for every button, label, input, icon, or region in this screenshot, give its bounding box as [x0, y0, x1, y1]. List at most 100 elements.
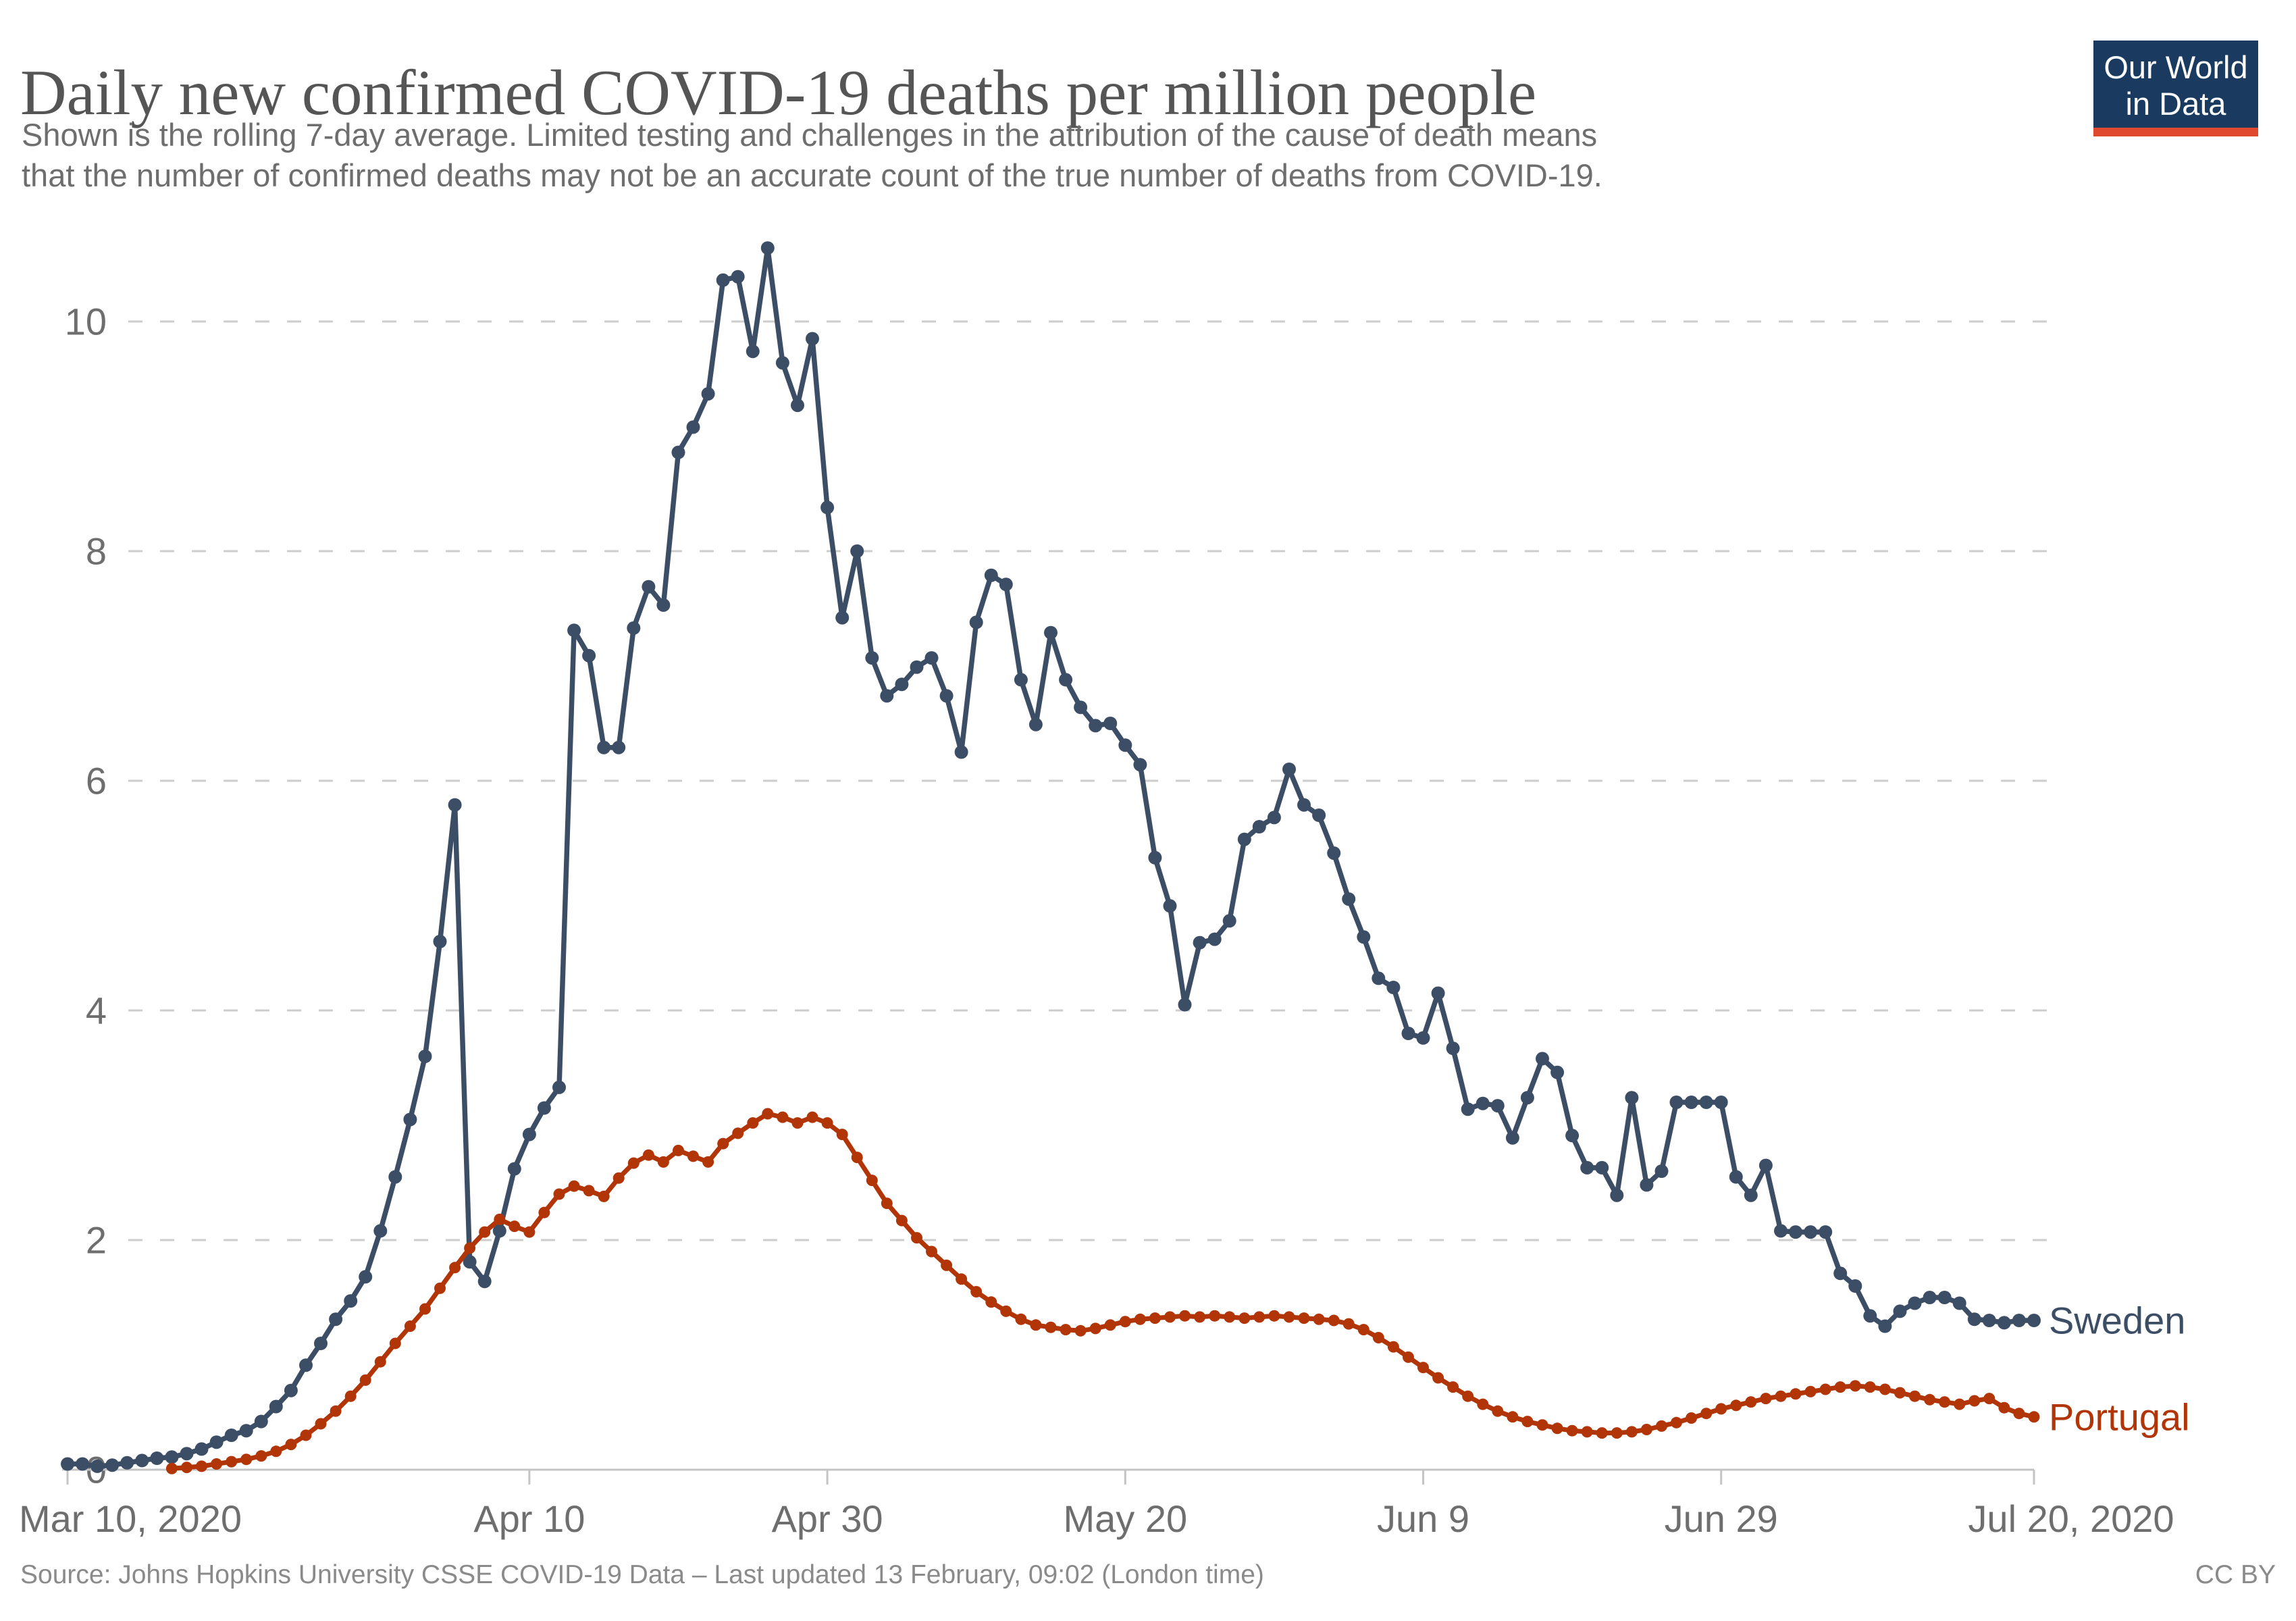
data-point-sweden	[1386, 981, 1401, 994]
data-point-portugal	[1134, 1313, 1146, 1325]
data-point-portugal	[866, 1175, 878, 1187]
chart-subtitle: Shown is the rolling 7-day average. Limi…	[22, 115, 1602, 195]
data-point-sweden	[1357, 930, 1371, 944]
data-point-portugal	[1209, 1310, 1221, 1322]
data-point-sweden	[642, 580, 656, 594]
data-point-sweden	[1490, 1099, 1505, 1113]
data-point-sweden	[537, 1101, 551, 1115]
data-point-portugal	[1403, 1351, 1414, 1363]
y-axis-tick-label-6: 6	[86, 760, 107, 802]
data-point-portugal	[1834, 1381, 1846, 1393]
data-point-portugal	[956, 1273, 968, 1285]
data-point-sweden	[1669, 1096, 1684, 1109]
data-point-portugal	[1804, 1385, 1817, 1397]
data-point-sweden	[1937, 1291, 1952, 1304]
data-point-sweden	[701, 387, 715, 401]
data-point-sweden	[895, 677, 909, 692]
series-line-portugal	[169, 1111, 2037, 1471]
data-point-portugal	[255, 1450, 267, 1462]
owid-logo-line-2: in Data	[2125, 86, 2226, 122]
data-point-sweden	[1789, 1225, 1802, 1239]
data-point-sweden	[1982, 1314, 1996, 1327]
data-point-portugal	[1447, 1381, 1459, 1393]
data-point-portugal	[1089, 1322, 1101, 1335]
data-point-portugal	[1313, 1313, 1325, 1325]
data-point-sweden	[477, 1275, 492, 1289]
data-point-sweden	[344, 1294, 358, 1308]
data-point-sweden	[239, 1424, 253, 1438]
data-point-sweden	[686, 420, 700, 434]
data-point-sweden	[597, 740, 611, 754]
owid-logo-line-1: Our World	[2104, 49, 2248, 85]
data-point-portugal	[1566, 1424, 1578, 1437]
data-point-sweden	[224, 1429, 238, 1442]
series-line-sweden	[65, 245, 2037, 1469]
data-point-portugal	[1179, 1310, 1191, 1322]
x-axis-tick-label: Mar 10, 2020	[19, 1497, 242, 1540]
data-point-sweden	[1640, 1178, 1654, 1192]
data-point-sweden	[403, 1112, 417, 1127]
data-point-portugal	[673, 1144, 684, 1156]
data-point-portugal	[315, 1418, 327, 1430]
data-point-portugal	[895, 1214, 908, 1227]
data-point-portugal	[1357, 1324, 1369, 1336]
data-point-sweden	[209, 1435, 224, 1449]
data-point-sweden	[299, 1358, 313, 1372]
data-point-sweden	[2012, 1314, 2026, 1327]
data-point-sweden	[1833, 1266, 1848, 1281]
data-point-sweden	[865, 651, 879, 665]
data-point-sweden	[1758, 1158, 1773, 1173]
data-point-portugal	[1968, 1395, 1981, 1407]
data-point-portugal	[747, 1117, 759, 1129]
data-point-sweden	[1163, 899, 1177, 913]
data-point-sweden	[791, 398, 804, 413]
data-point-sweden	[567, 623, 581, 638]
data-point-sweden	[746, 344, 760, 359]
data-point-portugal	[985, 1296, 997, 1308]
data-point-portugal	[657, 1156, 669, 1168]
data-point-portugal	[1283, 1311, 1295, 1323]
data-point-sweden	[671, 445, 685, 459]
data-point-portugal	[1253, 1311, 1266, 1323]
owid-logo[interactable]: Our World in Data	[2093, 41, 2258, 136]
data-point-sweden	[165, 1450, 179, 1464]
data-point-portugal	[434, 1282, 446, 1294]
y-axis-tick-label-2: 2	[86, 1219, 107, 1262]
chart-footer: Source: Johns Hopkins University CSSE CO…	[20, 1560, 2276, 1590]
data-point-sweden	[492, 1224, 506, 1238]
license-badge[interactable]: CC BY	[2195, 1560, 2276, 1589]
data-point-portugal	[1268, 1310, 1280, 1322]
data-point-sweden	[1237, 832, 1251, 846]
data-point-portugal	[777, 1111, 789, 1123]
data-point-sweden	[1074, 700, 1088, 715]
data-point-sweden	[716, 273, 730, 287]
data-point-sweden	[61, 1457, 74, 1471]
data-point-portugal	[791, 1117, 804, 1129]
data-point-sweden	[1580, 1160, 1594, 1175]
data-point-portugal	[1015, 1313, 1027, 1325]
data-point-sweden	[582, 648, 596, 663]
data-point-portugal	[165, 1462, 178, 1474]
data-point-portugal	[821, 1117, 833, 1129]
data-point-portugal	[1581, 1426, 1593, 1438]
data-point-portugal	[523, 1226, 536, 1238]
data-point-portugal	[1238, 1312, 1251, 1324]
data-point-sweden	[1207, 932, 1222, 946]
data-point-portugal	[1060, 1324, 1072, 1336]
data-point-portugal	[464, 1242, 476, 1254]
data-point-sweden	[150, 1451, 164, 1465]
data-point-portugal	[1507, 1411, 1519, 1423]
data-point-sweden	[999, 577, 1013, 592]
data-point-portugal	[1164, 1311, 1176, 1323]
data-point-portugal	[1656, 1420, 1667, 1432]
data-point-sweden	[1297, 798, 1311, 812]
data-point-sweden	[1654, 1164, 1669, 1178]
data-point-portugal	[1730, 1399, 1742, 1412]
data-point-sweden	[1193, 935, 1207, 950]
data-point-sweden	[1908, 1296, 1922, 1310]
data-point-sweden	[433, 935, 447, 948]
data-point-sweden	[1729, 1170, 1743, 1184]
data-point-sweden	[1699, 1096, 1713, 1109]
data-point-sweden	[731, 269, 745, 284]
